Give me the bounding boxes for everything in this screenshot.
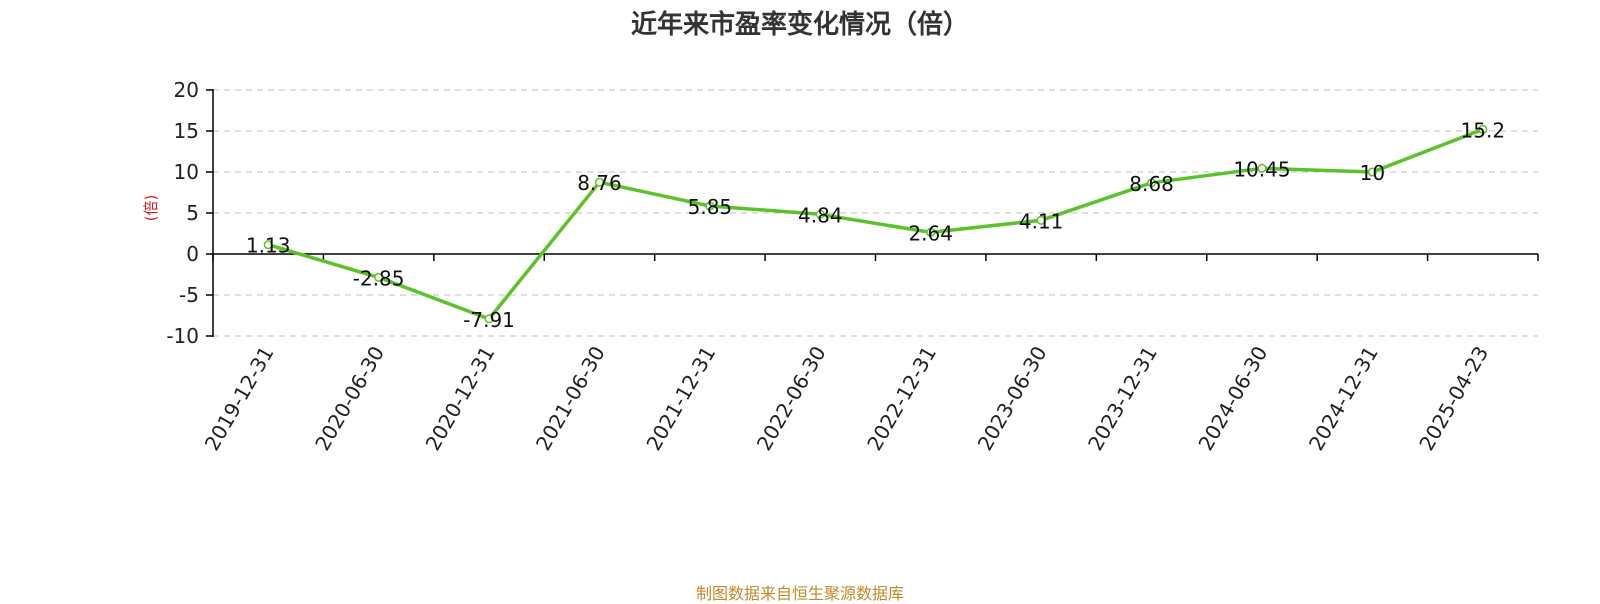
data-label: 15.2: [1461, 118, 1506, 142]
data-label: 8.68: [1129, 172, 1174, 196]
data-label: 10.45: [1233, 157, 1290, 181]
x-tick-label: 2025-04-23: [1414, 342, 1493, 455]
data-point: [263, 240, 273, 250]
line-chart: 20 15 10 5 0 -5 -10 2019-12-31 2020-06-30 2020-1…: [142, 78, 1539, 455]
data-point: [1257, 163, 1267, 173]
data-point: [705, 201, 715, 211]
data-point: [1036, 215, 1046, 225]
y-tick-label: 15: [174, 119, 199, 143]
x-tick-label: 2020-12-31: [421, 342, 500, 455]
y-tick-label: -10: [166, 324, 199, 348]
x-tick-label: 2021-12-31: [641, 342, 720, 455]
series-line-group: [263, 124, 1488, 324]
y-tick-label: 10: [174, 160, 199, 184]
data-label: 4.84: [798, 203, 843, 227]
y-axis-label: (倍): [142, 195, 160, 222]
data-point: [484, 314, 494, 324]
source-footer: 制图数据来自恒生聚源数据库: [695, 584, 904, 603]
grid-lines: [213, 89, 1538, 337]
x-tick-label: 2023-06-30: [973, 342, 1052, 455]
data-point: [815, 209, 825, 219]
x-tick-labels: 2019-12-31 2020-06-30 2020-12-31 2021-06-30…: [200, 342, 1493, 455]
y-tick-label: 20: [174, 78, 199, 102]
y-tick-label: -5: [179, 283, 199, 307]
data-point: [374, 272, 384, 282]
data-point: [594, 177, 605, 187]
y-tick-label: 5: [186, 201, 199, 225]
axes: [206, 89, 1539, 337]
x-tick-label: 2020-06-30: [310, 342, 389, 455]
y-tick-labels: 20 15 10 5 0 -5 -10: [166, 78, 199, 348]
y-tick-label: 0: [186, 242, 199, 266]
chart-title: 近年来市盈率变化情况（倍）: [630, 10, 969, 40]
data-label: -2.85: [353, 266, 405, 290]
data-label: 2.64: [908, 221, 953, 245]
data-label: 4.11: [1019, 209, 1064, 233]
x-tick-label: 2024-12-31: [1304, 342, 1383, 455]
data-label: 1.13: [246, 234, 291, 258]
data-label: 8.76: [577, 171, 622, 195]
data-point: [926, 227, 936, 237]
data-labels: 1.13 -2.85 -7.91 8.76 5.85 4.84 2.64 4.11 8.68 10…: [246, 118, 1505, 332]
data-point: [1146, 178, 1157, 188]
data-label: -7.91: [463, 308, 515, 332]
x-tick-label: 2021-06-30: [531, 342, 610, 455]
series-line: [266, 127, 1485, 321]
x-tick-label: 2023-12-31: [1083, 342, 1162, 455]
x-tick-label: 2019-12-31: [200, 342, 279, 455]
x-tick-label: 2024-06-30: [1193, 342, 1272, 455]
data-point: [1367, 167, 1377, 177]
x-tick-label: 2022-12-31: [862, 342, 941, 455]
data-point: [1478, 124, 1488, 134]
data-label: 10: [1360, 161, 1385, 185]
data-label: 5.85: [688, 195, 733, 219]
x-tick-label: 2022-06-30: [752, 342, 831, 455]
